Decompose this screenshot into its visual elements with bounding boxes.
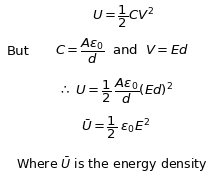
- Text: $U = \dfrac{1}{2}CV^2$: $U = \dfrac{1}{2}CV^2$: [92, 3, 154, 29]
- Text: $\therefore\; U = \dfrac{1}{2}\;\dfrac{A\varepsilon_0}{d}(Ed)^2$: $\therefore\; U = \dfrac{1}{2}\;\dfrac{A…: [58, 77, 173, 106]
- Text: $C = \dfrac{A\varepsilon_0}{d}\;$ and $\; V = Ed$: $C = \dfrac{A\varepsilon_0}{d}\;$ and $\…: [56, 37, 190, 66]
- Text: But: But: [7, 45, 30, 58]
- Text: $\bar{U} = \dfrac{1}{2}\;\varepsilon_0 E^2$: $\bar{U} = \dfrac{1}{2}\;\varepsilon_0 E…: [81, 115, 151, 141]
- Text: Where $\bar{U}$ is the energy density: Where $\bar{U}$ is the energy density: [16, 155, 207, 174]
